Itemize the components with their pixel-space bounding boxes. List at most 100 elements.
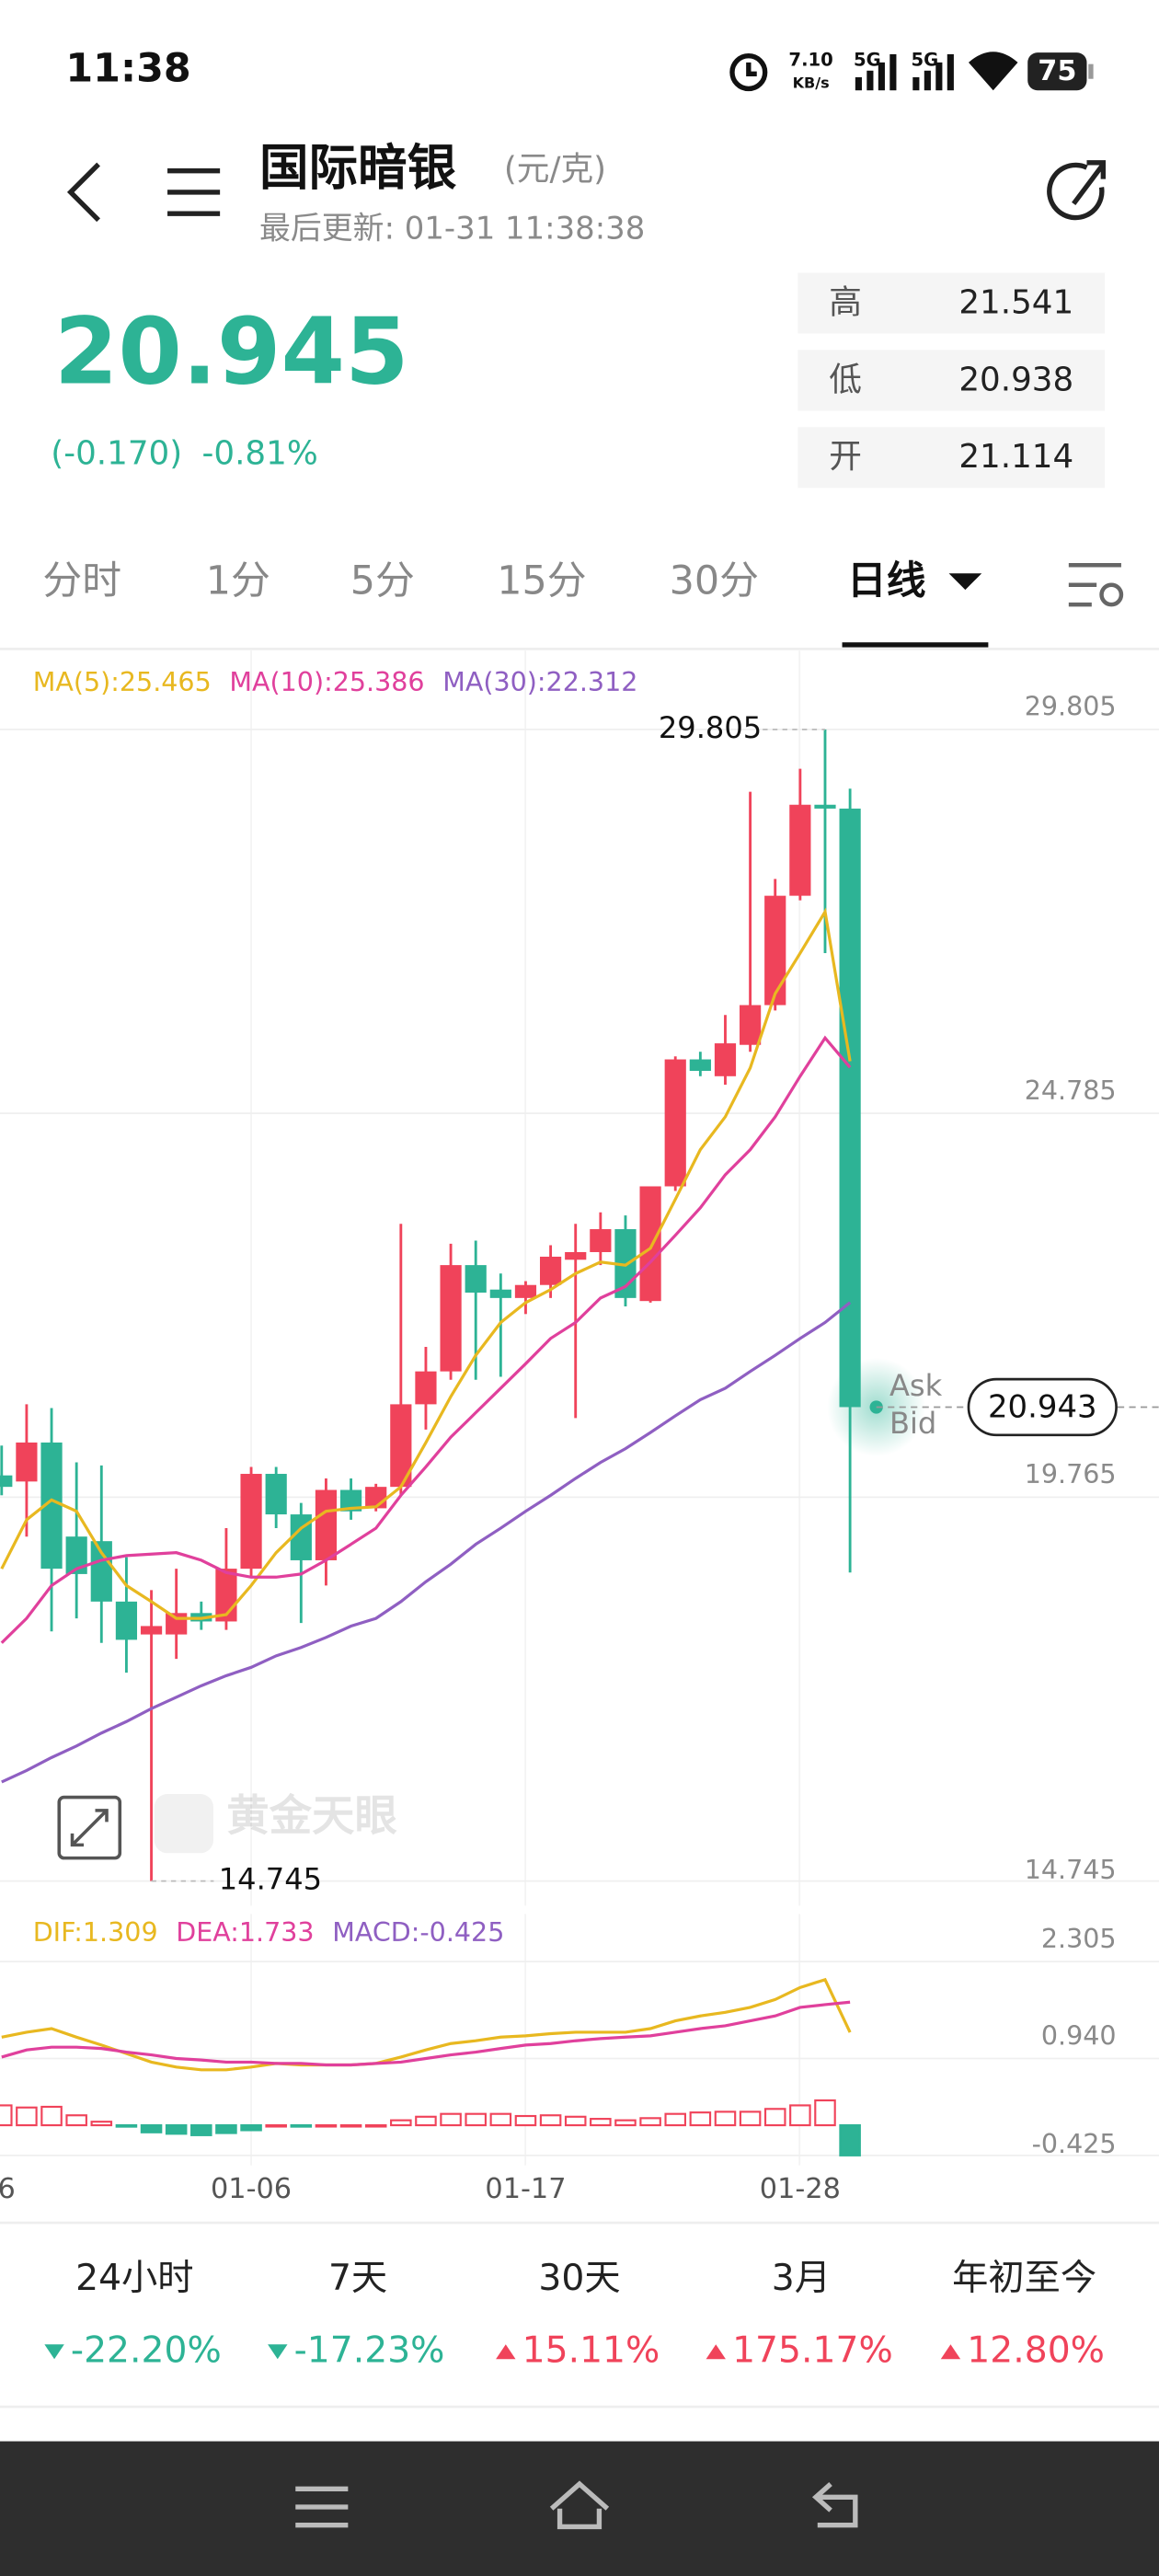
- y-tick-label: -0.425: [1032, 2128, 1117, 2159]
- macd-bar: [165, 2123, 188, 2135]
- y-tick-label: 14.745: [1025, 1854, 1117, 1885]
- macd-bar: [465, 2112, 487, 2127]
- ask-label: Ask: [889, 1368, 943, 1403]
- up-arrow: [496, 2344, 516, 2360]
- legend-entry: DEA:1.733: [176, 1916, 314, 1948]
- period-label: 年初至今: [952, 2258, 1096, 2299]
- legend-entry: MA(5):25.465: [33, 666, 212, 697]
- candle-body: [40, 1442, 63, 1570]
- tab[interactable]: 30分: [670, 558, 759, 604]
- stat-value: 21.541: [958, 283, 1073, 321]
- title: 国际暗银: [259, 138, 457, 196]
- wifi-icon: [968, 52, 1018, 91]
- period-label: 7天: [328, 2258, 387, 2299]
- period-change: 15.11%: [522, 2330, 660, 2372]
- last-price-badge: [967, 1377, 1118, 1437]
- stat-label: 低: [829, 361, 862, 398]
- period-label: 3月: [772, 2258, 831, 2299]
- tab-dropdown-arrow: [948, 573, 982, 591]
- macd-bar: [789, 2104, 811, 2127]
- candle-body: [740, 1005, 762, 1045]
- candle-body: [315, 1489, 338, 1560]
- macd-bar: [115, 2123, 138, 2128]
- macd-bar: [290, 2123, 313, 2128]
- back-button[interactable]: [66, 162, 100, 223]
- stat-label: 开: [829, 438, 862, 476]
- moving-average-line: [1, 1301, 852, 1784]
- candle-body: [0, 1475, 13, 1488]
- net-speed: 7.10: [788, 50, 832, 71]
- last-price-label: 20.943: [988, 1389, 1097, 1425]
- network-type: 5G: [912, 50, 939, 71]
- macd-bar: [315, 2123, 338, 2128]
- unit: (元/克): [504, 151, 606, 189]
- up-arrow: [940, 2344, 961, 2360]
- legend-entry: MACD:-0.425: [332, 1916, 504, 1948]
- candle-body: [90, 1541, 112, 1602]
- change-percent: -0.81%: [202, 435, 318, 473]
- candle-body: [565, 1251, 587, 1260]
- candle-body: [590, 1229, 612, 1252]
- macd-bar: [0, 2104, 13, 2127]
- period-change: 12.80%: [967, 2330, 1105, 2372]
- signal-icon: [855, 53, 897, 91]
- macd-line: [1, 1977, 852, 2072]
- bid-label: Bid: [889, 1406, 936, 1441]
- macd-bar: [564, 2115, 587, 2127]
- battery-level: 75: [1038, 55, 1076, 87]
- period-change: -22.20%: [71, 2330, 222, 2372]
- y-tick-label: 24.785: [1025, 1075, 1117, 1106]
- price: 20.945: [54, 298, 409, 406]
- candle-body: [714, 1043, 737, 1076]
- macd-bar: [215, 2123, 237, 2134]
- period-change: 175.17%: [732, 2330, 893, 2372]
- legend-entry: MA(30):22.312: [442, 666, 637, 697]
- macd-bar: [364, 2123, 387, 2128]
- tab[interactable]: 1分: [206, 558, 270, 604]
- tab[interactable]: 15分: [497, 558, 586, 604]
- x-tick-label: 01-17: [485, 2173, 566, 2205]
- tab[interactable]: 分时: [42, 558, 121, 604]
- macd-bar: [839, 2123, 861, 2156]
- network-type: 5G: [854, 50, 881, 71]
- candle-body: [440, 1265, 462, 1372]
- macd-bar: [639, 2117, 661, 2127]
- x-tick-label: 01-28: [760, 2173, 841, 2205]
- macd-bar: [90, 2121, 113, 2127]
- macd-bar: [265, 2123, 287, 2128]
- nav-bar: [0, 2441, 1159, 2576]
- tab[interactable]: 5分: [350, 558, 415, 604]
- macd-bar: [240, 2123, 262, 2132]
- macd-bar: [16, 2106, 38, 2127]
- menu-button[interactable]: [167, 168, 221, 216]
- share-button[interactable]: [1047, 160, 1106, 221]
- macd-bar: [489, 2112, 512, 2127]
- period-label: 30天: [538, 2258, 620, 2299]
- expand-button[interactable]: [57, 1795, 122, 1860]
- candle-body: [489, 1289, 511, 1298]
- battery-icon: [1027, 52, 1087, 91]
- moving-average-line: [0, 907, 852, 1620]
- candle-body: [689, 1059, 711, 1071]
- x-tick-label: 6: [0, 2173, 16, 2205]
- stat-value: 21.114: [958, 438, 1073, 476]
- y-tick-label: 0.940: [1041, 2019, 1117, 2051]
- battery-tip: [1088, 63, 1094, 79]
- candle-body: [16, 1442, 38, 1482]
- macd-bar: [614, 2119, 637, 2127]
- chart-settings-button[interactable]: [1068, 563, 1124, 607]
- candle-body: [390, 1404, 412, 1488]
- macd-bar: [689, 2111, 712, 2127]
- nav-menu-button[interactable]: [295, 2486, 349, 2528]
- period-label: 24小时: [75, 2258, 193, 2299]
- signal-icon: [912, 53, 954, 91]
- macd-bar: [514, 2114, 537, 2127]
- candle-body: [240, 1474, 262, 1570]
- stat-value: 20.938: [958, 361, 1073, 398]
- up-arrow: [706, 2344, 726, 2360]
- nav-back-button[interactable]: [811, 2481, 858, 2528]
- nav-home-button[interactable]: [549, 2480, 610, 2530]
- tab[interactable]: 日线: [847, 558, 926, 604]
